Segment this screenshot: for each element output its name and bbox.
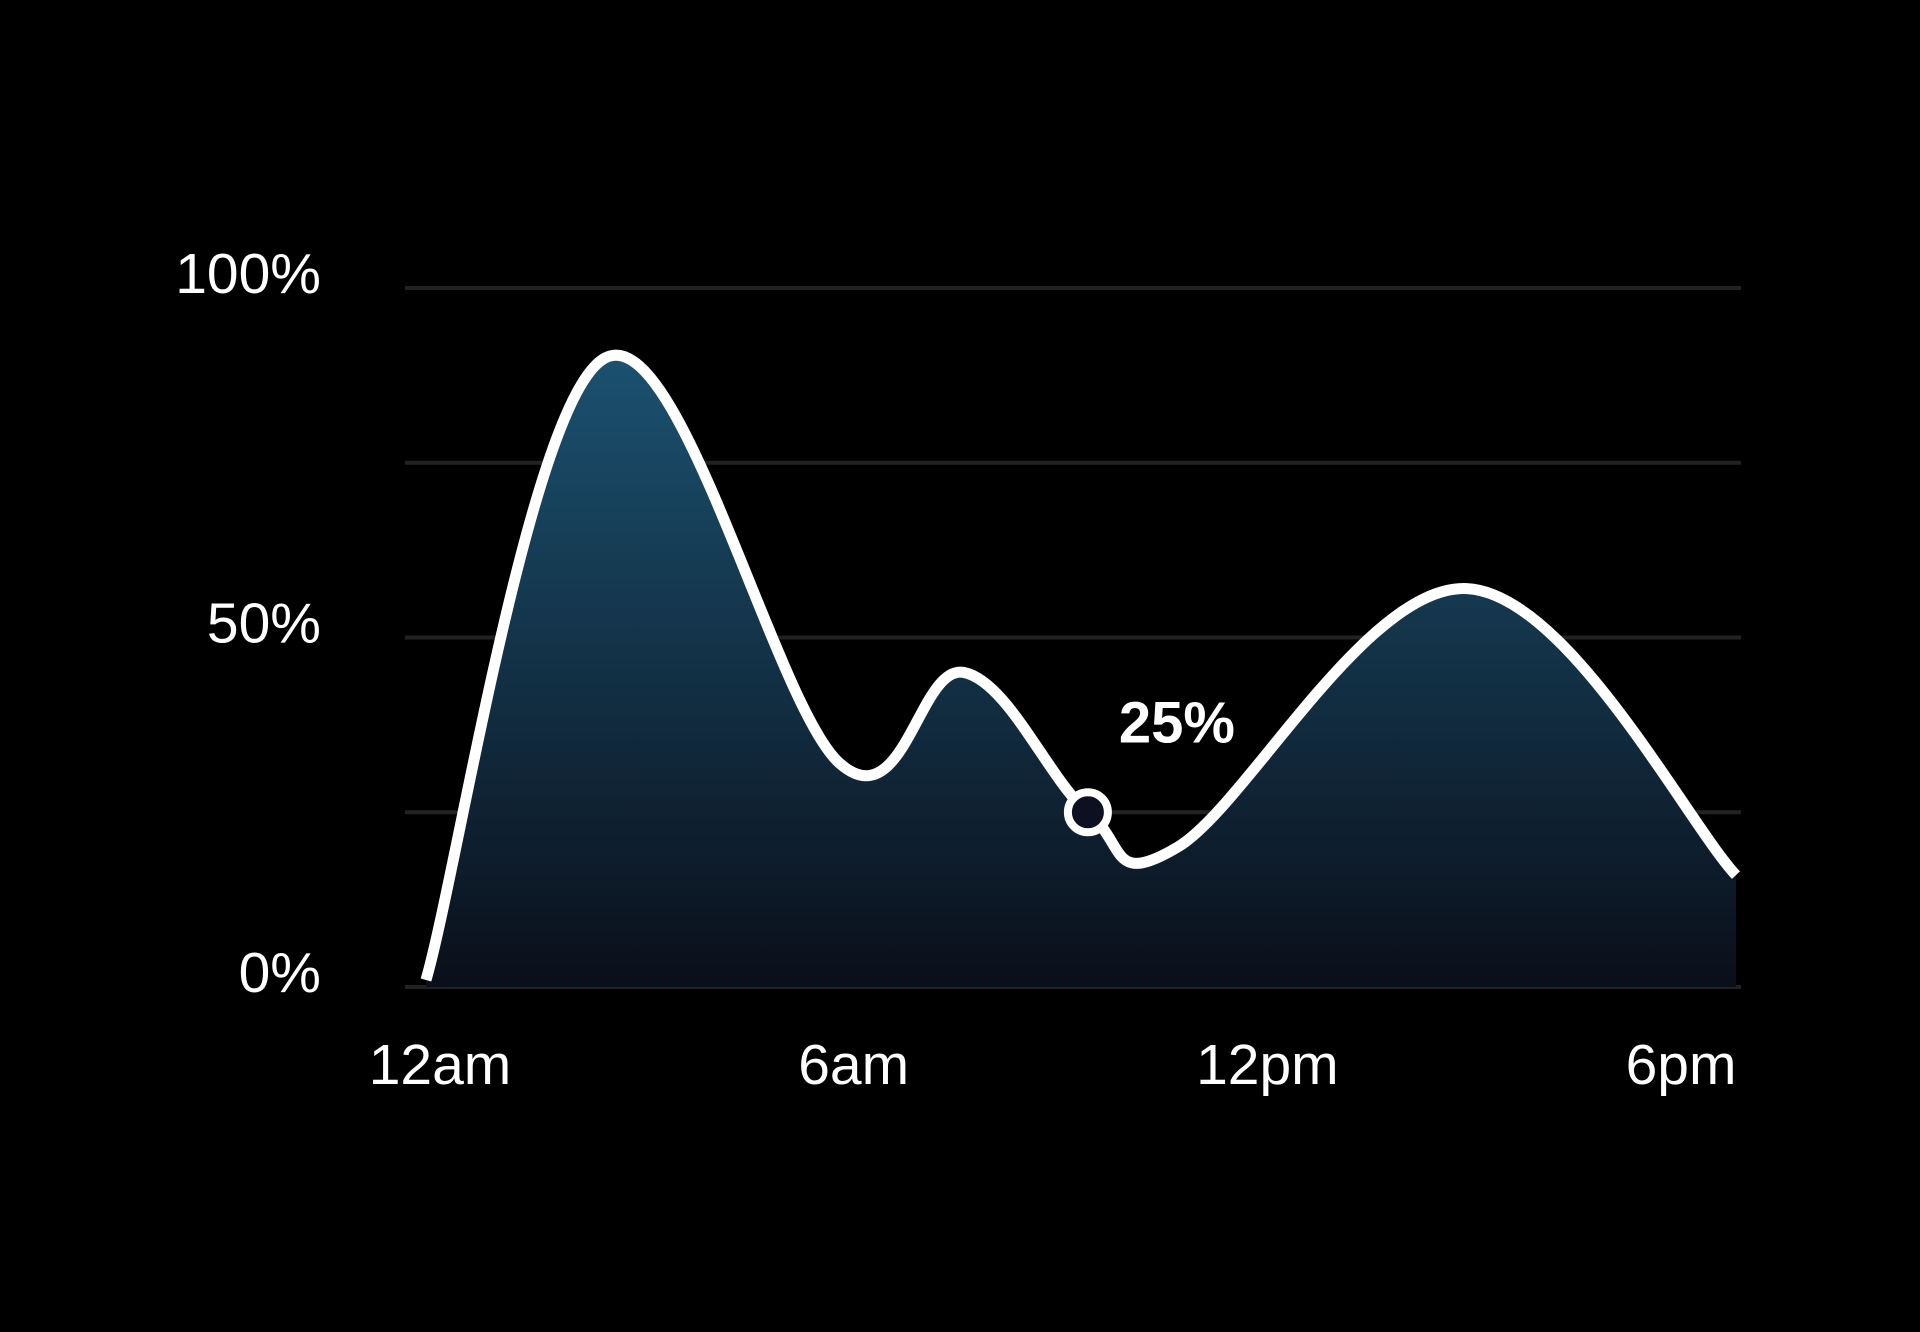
x-tick-label: 6am [798, 1033, 909, 1097]
area-fill [426, 355, 1736, 988]
line [420, 349, 1741, 982]
x-tick-label: 12am [369, 1033, 512, 1097]
y-tick-label: 100% [175, 242, 321, 306]
x-tick-label: 6pm [1626, 1033, 1737, 1097]
highlight-marker [1063, 788, 1112, 837]
x-tick-label: 12pm [1196, 1033, 1339, 1097]
y-tick-label: 50% [207, 592, 321, 656]
y-tick-label: 0% [239, 941, 321, 1005]
value-label: 25% [1119, 691, 1235, 756]
